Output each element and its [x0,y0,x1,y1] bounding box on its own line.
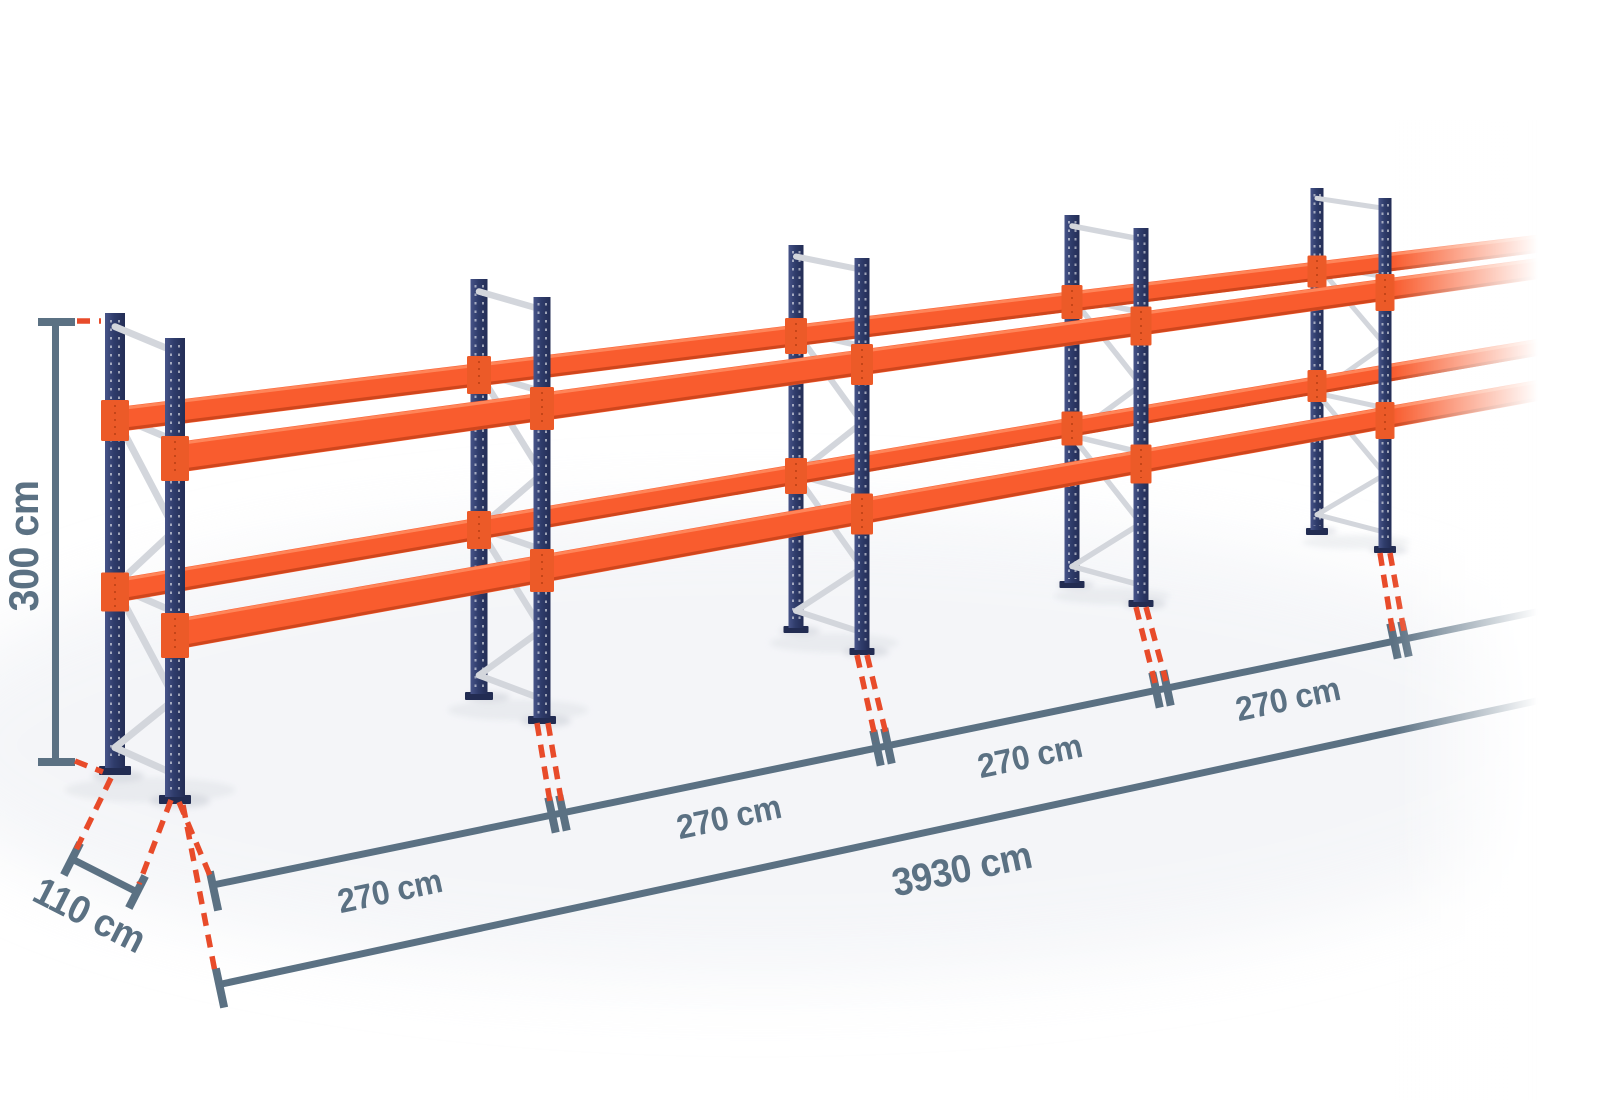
rear-beams [101,232,1561,612]
front-beams [161,255,1561,658]
right-fade-overlay [1392,120,1600,1100]
frame-5-braces [1314,195,1388,535]
height-dimension-label: 300 cm [0,480,47,612]
floor [0,510,1600,980]
front-beam-brackets [161,274,1395,658]
frame-5-rear-upright [1306,188,1328,535]
total-dimension-line [211,693,1556,1009]
height-dimension [38,318,75,766]
rear-beam-brackets [101,255,1327,612]
